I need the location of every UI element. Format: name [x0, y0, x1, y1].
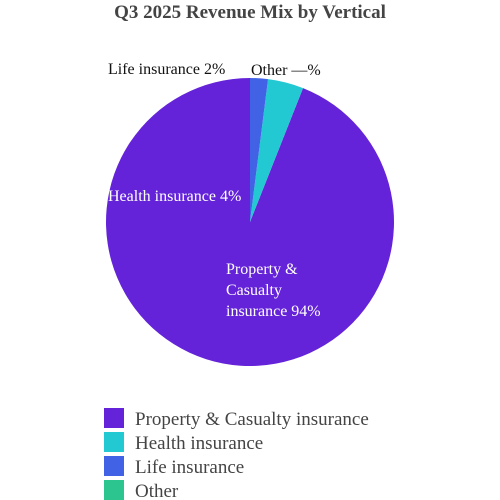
pie-slice-life-insurance: [250, 78, 269, 222]
slice-label-life: Life insurance 2%: [108, 61, 225, 78]
pie-labels: Property & Casualty insurance 94% Health in…: [108, 61, 321, 320]
chart-title: Q3 2025 Revenue Mix by Vertical: [114, 2, 386, 23]
legend: Property & Casualty insurance Health insu…: [104, 408, 369, 500]
pie-slice-property-casualty-insurance: [106, 78, 395, 366]
legend-label: Other: [135, 481, 179, 500]
legend-swatch: [104, 456, 124, 476]
legend-swatch: [104, 480, 124, 500]
pie-slice-health-insurance: [250, 79, 304, 222]
legend-swatch: [104, 408, 124, 428]
legend-label: Property & Casualty insurance: [135, 409, 369, 430]
slice-label-property-casualty: Property & Casualty insurance 94%: [226, 261, 321, 320]
legend-swatch: [104, 432, 124, 452]
slice-label-health: Health insurance 4%: [108, 188, 241, 205]
legend-label: Health insurance: [135, 433, 263, 454]
slice-label-other: Other —%: [251, 62, 321, 79]
legend-label: Life insurance: [135, 457, 244, 478]
pie-slices: [106, 78, 395, 366]
